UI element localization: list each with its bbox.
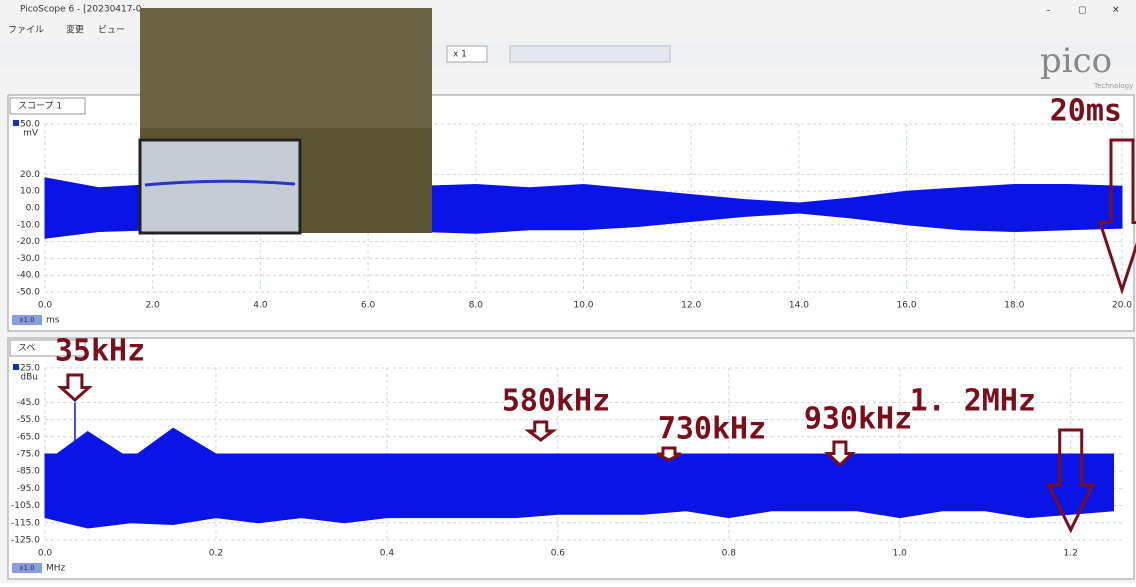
x-tick-label: 20.0 (1112, 301, 1132, 311)
y-tick-label: -105.0 (11, 501, 40, 511)
x-tick-label: 0.4 (380, 549, 395, 559)
y-tick-label: 50.0 (20, 120, 40, 130)
unit-marker (13, 364, 19, 370)
y-tick-label: -65.0 (17, 432, 41, 442)
x-tick-label: 1.0 (893, 549, 908, 559)
maximize[interactable]: ▢ (1078, 6, 1087, 16)
tab (9, 97, 86, 115)
annotation: 580kHz (502, 384, 610, 419)
x-tick-label: 2.0 (146, 301, 161, 311)
x-tick-label: 6.0 (361, 301, 376, 311)
x-tick-label: 10.0 (573, 301, 593, 311)
y-tick-label: -20.0 (17, 237, 41, 247)
zoom-box[interactable] (446, 45, 488, 63)
annotation: 930kHz (804, 402, 912, 437)
annotation-arrow (56, 373, 93, 403)
y-tick-label: -45.0 (17, 398, 41, 408)
annotation-arrow (656, 446, 682, 462)
signal-area (44, 453, 1115, 529)
y-tick-label: 10.0 (20, 187, 40, 197)
y-tick-label: -10.0 (17, 220, 41, 230)
tab (9, 339, 86, 357)
close[interactable]: ✕ (1112, 6, 1120, 16)
tab-label: スコープ 1 (18, 101, 62, 112)
tab-label: スペ (18, 344, 35, 354)
photo-water (140, 8, 432, 128)
annotation: 1. 2MHz (910, 384, 1036, 419)
x-tick-label: 18.0 (1004, 301, 1024, 311)
x-unit: ms (46, 316, 60, 326)
y-tick-label: -25.0 (17, 364, 41, 374)
y-tick-label: -115.0 (11, 518, 40, 528)
zoom-badge (12, 563, 42, 573)
x-tick-label: 4.0 (253, 301, 268, 311)
y-tick-label: 0.0 (26, 204, 41, 214)
y-tick-label: -125.0 (11, 536, 40, 546)
x-tick-label: 0.2 (209, 549, 223, 559)
x-tick-label: 0.8 (722, 549, 737, 559)
annotation-arrow (1097, 138, 1136, 295)
zoom-label: x1.0 (19, 316, 34, 324)
y-tick-label: -85.0 (17, 467, 41, 477)
y-tick-label: -40.0 (17, 271, 41, 281)
annotation: 730kHz (658, 412, 766, 447)
zoom-badge (12, 315, 42, 325)
x-tick-label: 16.0 (897, 301, 917, 311)
annotation-arrow (1046, 428, 1096, 534)
x-tick-label: 0.0 (38, 549, 53, 559)
y-tick-label: -95.0 (17, 484, 41, 494)
photo-trace (144, 179, 296, 187)
x-tick-label: 14.0 (789, 301, 809, 311)
menu-item[interactable]: ビュー (98, 25, 125, 36)
y-tick-label: -55.0 (17, 415, 41, 425)
minimize[interactable]: – (1046, 6, 1051, 16)
x-tick-label: 0.0 (38, 301, 53, 311)
annotation-arrow (524, 420, 558, 442)
x-tick-label: 12.0 (681, 301, 701, 311)
y-tick-label: -75.0 (17, 450, 41, 460)
logo: pico (1040, 41, 1112, 81)
annotation: 35kHz (55, 334, 145, 369)
unit-marker (13, 120, 19, 126)
menu-item[interactable]: 変更 (66, 24, 84, 36)
tool-icons[interactable] (509, 45, 671, 63)
zoom-label: x1.0 (19, 564, 34, 572)
menu-item[interactable]: ファイル (8, 26, 44, 36)
menu-bar: ファイル 変更 ビュー (8, 24, 125, 36)
y-unit: dBu (20, 373, 38, 383)
y-unit: mV (23, 129, 39, 139)
annotation-arrow (824, 440, 856, 468)
zoom-text: x 1 (453, 50, 467, 60)
logo-sub: Technology (1093, 82, 1133, 90)
y-tick-label: -30.0 (17, 254, 41, 264)
x-unit: MHz (46, 564, 66, 574)
y-tick-label: 20.0 (20, 170, 40, 180)
photo-laptop (138, 138, 302, 235)
y-tick-label: -50.0 (17, 288, 41, 298)
x-tick-label: 1.2 (1064, 549, 1078, 559)
x-tick-label: 8.0 (469, 301, 484, 311)
annotation: 20ms (1050, 94, 1122, 129)
x-tick-label: 0.6 (551, 549, 566, 559)
window-title: PicoScope 6 - [20230417-0 (20, 5, 142, 15)
